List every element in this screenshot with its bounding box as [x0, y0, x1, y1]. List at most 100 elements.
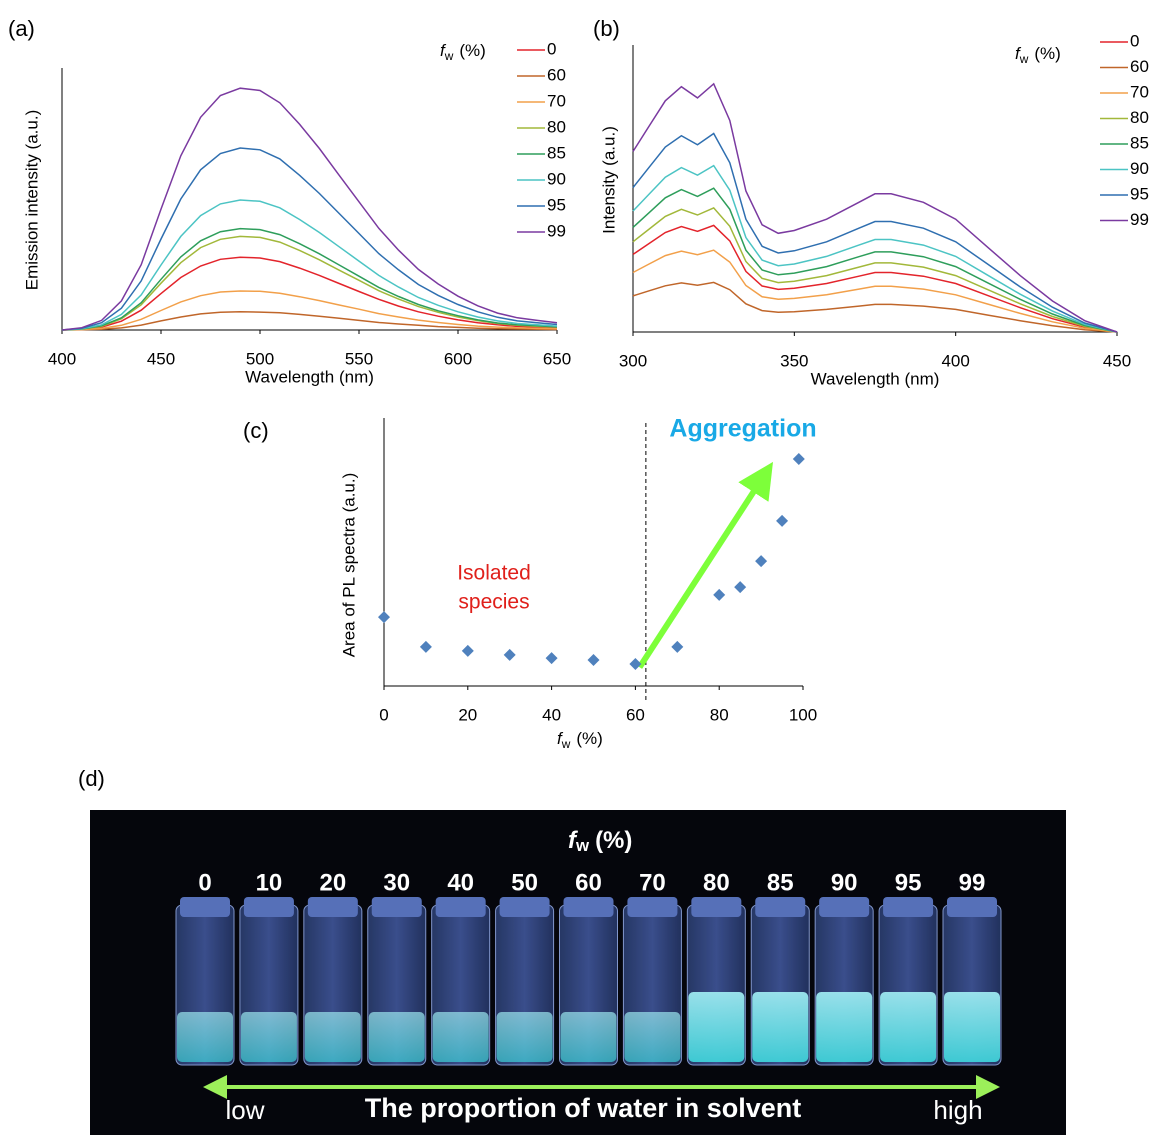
vial-liquid: [624, 1012, 681, 1062]
x-tick-label: 100: [789, 705, 817, 724]
data-point: [629, 658, 642, 671]
data-point: [461, 644, 474, 657]
data-point: [503, 648, 516, 661]
vial-label: 10: [256, 869, 283, 896]
high-label: high: [933, 1095, 982, 1125]
x-tick-label: 600: [444, 349, 472, 368]
x-tick-label: 450: [1103, 351, 1131, 370]
legend-label: 99: [1130, 210, 1149, 229]
legend-title-subscript: w: [444, 49, 454, 63]
spectrum-line: [61, 290, 558, 331]
vial-label: 60: [575, 869, 602, 896]
vial-cap: [755, 897, 806, 917]
trend-arrow: [637, 461, 774, 669]
photo-header-subscript: w: [575, 836, 590, 855]
x-tick-label: 20: [458, 705, 477, 724]
legend-title: fw (%): [1015, 44, 1061, 66]
data-point: [671, 640, 684, 653]
vial-liquid: [304, 1012, 361, 1062]
x-tick-label: 40: [542, 705, 561, 724]
vial-liquid: [368, 1012, 425, 1062]
spectrum-line: [632, 82, 1118, 333]
data-point: [587, 654, 600, 667]
vial-cap: [243, 897, 294, 917]
data-point: [419, 640, 432, 653]
x-tick-label: 650: [543, 349, 571, 368]
data-point: [792, 453, 805, 466]
vial-liquid: [560, 1012, 617, 1062]
x-axis-label: fw (%): [557, 729, 603, 751]
x-tick-label: 400: [941, 351, 969, 370]
data-point: [755, 555, 768, 568]
spectrum-line: [632, 206, 1118, 333]
vial-label: 85: [767, 869, 794, 896]
spectrum-line: [61, 256, 558, 331]
spectrum-line: [61, 199, 558, 331]
photo-header-symbol: f: [568, 827, 578, 854]
vial-cap: [307, 897, 358, 917]
vial-label: 80: [703, 869, 730, 896]
x-axis-label-symbol: f: [557, 729, 564, 748]
x-tick-label: 500: [246, 349, 274, 368]
caption: The proportion of water in solvent: [365, 1093, 802, 1123]
legend-title-symbol: f: [440, 41, 447, 60]
vial-cap: [819, 897, 870, 917]
legend-label: 90: [547, 169, 566, 188]
legend-label: 95: [547, 195, 566, 214]
spectrum-line: [61, 87, 558, 331]
x-axis-label: Wavelength (nm): [811, 369, 940, 388]
legend-label: 99: [547, 221, 566, 240]
legend-label: 85: [1130, 133, 1149, 152]
vial-liquid: [944, 992, 1000, 1062]
legend-label: 70: [1130, 82, 1149, 101]
x-tick-label: 350: [780, 351, 808, 370]
data-point: [378, 611, 390, 624]
legend-label: 70: [547, 91, 566, 110]
legend-label: 85: [547, 143, 566, 162]
vial-cap: [563, 897, 614, 917]
spectrum-line: [632, 249, 1118, 333]
x-axis-label-unit: (%): [576, 729, 602, 748]
photo-header-unit: (%): [595, 827, 632, 854]
legend-label: 60: [1130, 57, 1149, 76]
vial-liquid: [688, 992, 745, 1062]
vial-liquid: [240, 1012, 297, 1062]
x-axis-label-subscript: w: [561, 737, 571, 751]
vial-label: 90: [831, 869, 858, 896]
annotation-aggregation: Aggregation: [669, 415, 816, 443]
vial-label: 40: [447, 869, 474, 896]
vial-label: 20: [319, 869, 346, 896]
vial-liquid: [752, 992, 809, 1062]
legend-label: 90: [1130, 159, 1149, 178]
spectrum-line: [61, 227, 558, 331]
legend-label: 60: [547, 65, 566, 84]
y-axis-label: Area of PL spectra (a.u.): [339, 473, 358, 658]
vial-label: 30: [383, 869, 410, 896]
vial-cap: [947, 897, 997, 917]
vial-label: 70: [639, 869, 666, 896]
spectrum-line: [61, 311, 558, 331]
vial-cap: [180, 897, 230, 917]
x-tick-label: 550: [345, 349, 373, 368]
legend-label: 80: [1130, 108, 1149, 127]
panel-label: (c): [243, 418, 269, 443]
legend-label: 0: [1130, 31, 1139, 50]
spectrum-line: [632, 187, 1118, 333]
vial-label: 0: [198, 869, 211, 896]
data-point: [734, 581, 747, 594]
low-label: low: [225, 1095, 264, 1125]
x-tick-label: 400: [48, 349, 76, 368]
vial-cap: [371, 897, 422, 917]
x-tick-label: 300: [619, 351, 647, 370]
vial-label: 95: [895, 869, 922, 896]
x-tick-label: 80: [710, 705, 729, 724]
y-axis-label: Intensity (a.u.): [599, 126, 618, 234]
legend-title-unit: (%): [459, 41, 485, 60]
vial-cap: [435, 897, 486, 917]
spectrum-line: [61, 235, 558, 331]
data-point: [713, 588, 726, 601]
legend-title-subscript: w: [1019, 52, 1029, 66]
legend-label: 95: [1130, 184, 1149, 203]
